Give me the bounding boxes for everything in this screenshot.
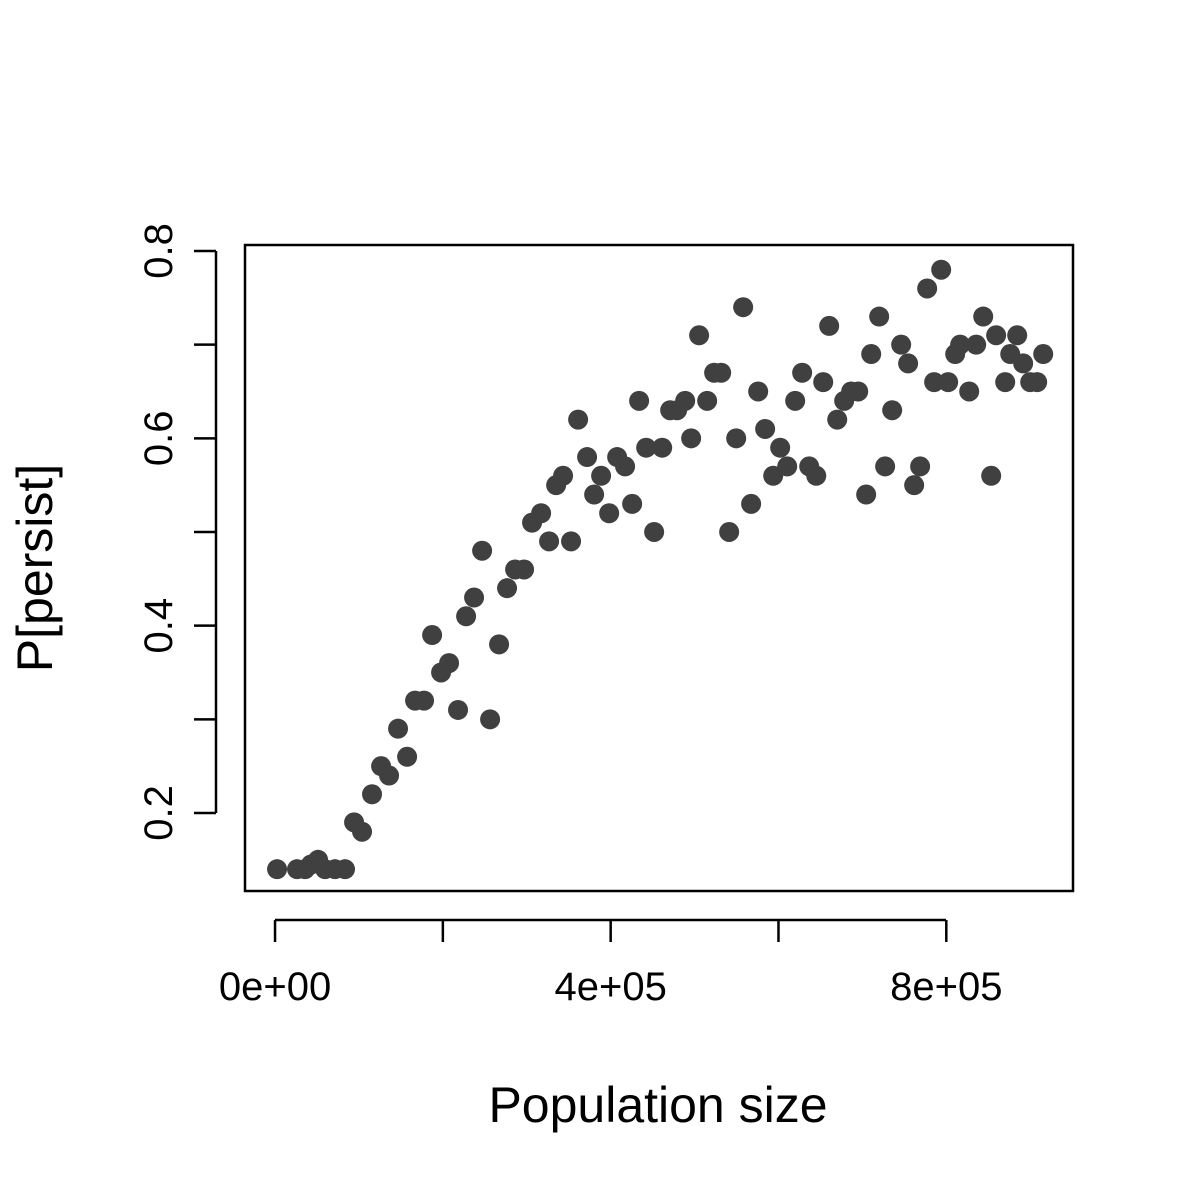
point [439,653,460,674]
point [422,625,443,646]
point [335,859,356,880]
point [806,465,827,486]
point [1027,372,1048,393]
point [577,447,598,468]
y-tick-label: 0.6 [137,411,181,467]
point [497,578,518,599]
point [755,418,776,439]
point [480,709,501,730]
point [591,465,612,486]
point [741,493,762,514]
point [763,465,784,486]
point [777,456,798,477]
point [622,493,643,514]
point [719,521,740,542]
point [652,437,673,458]
y-tick-label: 0.4 [137,598,181,654]
x-tick-label: 8e+05 [890,965,1002,1009]
point [553,465,574,486]
point [539,531,560,552]
point [819,315,840,336]
point [931,259,952,280]
point [882,400,903,421]
point [924,372,945,393]
point [1013,353,1034,374]
x-axis-label: Population size [488,1077,827,1133]
point [966,334,987,355]
point [904,475,925,496]
point [711,362,732,383]
point [848,381,869,402]
point [981,465,1002,486]
point [813,372,834,393]
y-tick-label: 0.8 [137,223,181,279]
point [531,503,552,524]
point [869,306,890,327]
y-tick-label: 0.2 [137,785,181,841]
point [681,428,702,449]
point [861,344,882,365]
point [910,456,931,477]
point [748,381,769,402]
point [615,456,636,477]
point [675,390,696,411]
point [785,390,806,411]
point [456,606,477,627]
point [697,390,718,411]
point [726,428,747,449]
point [938,372,959,393]
point [514,559,535,580]
point [689,325,710,346]
point [414,690,435,711]
y-axis-label: P[persist] [7,464,63,672]
point [267,859,288,880]
point [644,521,665,542]
point [379,765,400,786]
point [792,362,813,383]
point [973,306,994,327]
point [733,297,754,318]
point [388,718,409,739]
point [770,437,791,458]
point [568,409,589,430]
point [950,334,971,355]
point [472,540,493,561]
point [856,484,877,505]
point [986,325,1007,346]
point [629,390,650,411]
point [464,587,485,608]
point [584,484,605,505]
point [827,409,848,430]
point [875,456,896,477]
point [959,381,980,402]
point [917,278,938,299]
point [1033,344,1054,365]
point [995,372,1016,393]
point [362,784,383,805]
point [448,699,469,720]
point [397,746,418,767]
point [898,353,919,374]
point [636,437,657,458]
point [599,503,620,524]
point [561,531,582,552]
plot-frame [243,243,1075,893]
point [891,334,912,355]
point [489,634,510,655]
point [352,821,373,842]
x-tick-label: 0e+00 [219,965,331,1009]
x-tick-label: 4e+05 [554,965,666,1009]
point [1007,325,1028,346]
